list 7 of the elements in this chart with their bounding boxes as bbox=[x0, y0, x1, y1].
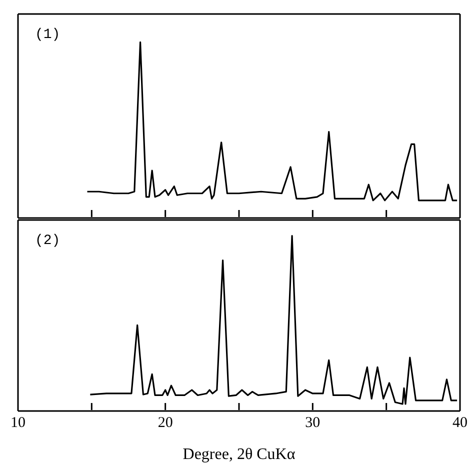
x-tick-label: 20 bbox=[158, 415, 173, 431]
chart-title: (2) bbox=[35, 233, 60, 249]
x-tick-label: 40 bbox=[452, 415, 468, 431]
x-tick-label: 10 bbox=[10, 415, 26, 431]
x-tick-label: 30 bbox=[305, 415, 320, 431]
x-axis-title: Degree, 2θ CuKα bbox=[182, 446, 296, 463]
chart-title: (1) bbox=[35, 27, 60, 43]
